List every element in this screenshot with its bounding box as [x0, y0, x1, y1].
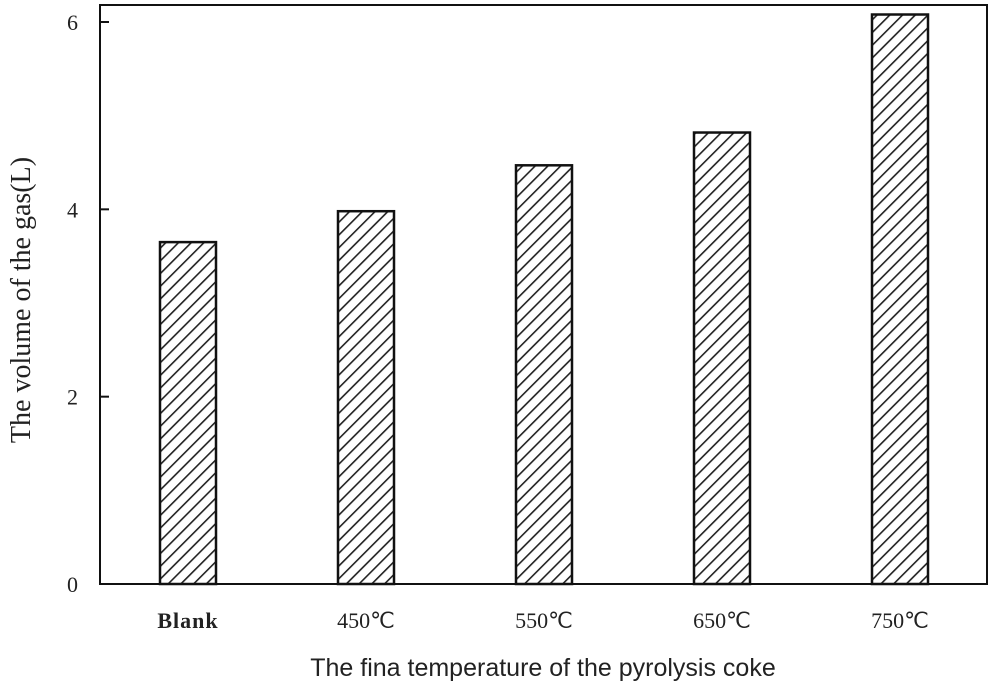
x-category-label: 550℃: [515, 608, 573, 633]
bar-4: [870, 13, 930, 586]
bar-2: [514, 164, 574, 586]
bar-3: [692, 131, 752, 586]
y-axis: 0 2 4 6: [67, 10, 109, 597]
bar-0: [158, 240, 218, 586]
x-axis-label: The fina temperature of the pyrolysis co…: [310, 654, 776, 682]
x-category-label: 450℃: [337, 608, 395, 633]
x-category-label: 650℃: [693, 608, 751, 633]
y-tick-label: 6: [67, 10, 78, 35]
y-tick-label: 4: [67, 197, 78, 222]
y-tick-label: 0: [67, 572, 78, 597]
x-axis-categories: Blank 450℃ 550℃ 650℃ 750℃: [157, 608, 928, 633]
y-tick-label: 2: [67, 385, 78, 410]
bar-1: [336, 209, 396, 586]
x-category-label: Blank: [157, 608, 218, 633]
y-axis-label: The volume of the gas(L): [6, 157, 37, 443]
x-category-label: 750℃: [871, 608, 929, 633]
bars: [158, 13, 930, 586]
